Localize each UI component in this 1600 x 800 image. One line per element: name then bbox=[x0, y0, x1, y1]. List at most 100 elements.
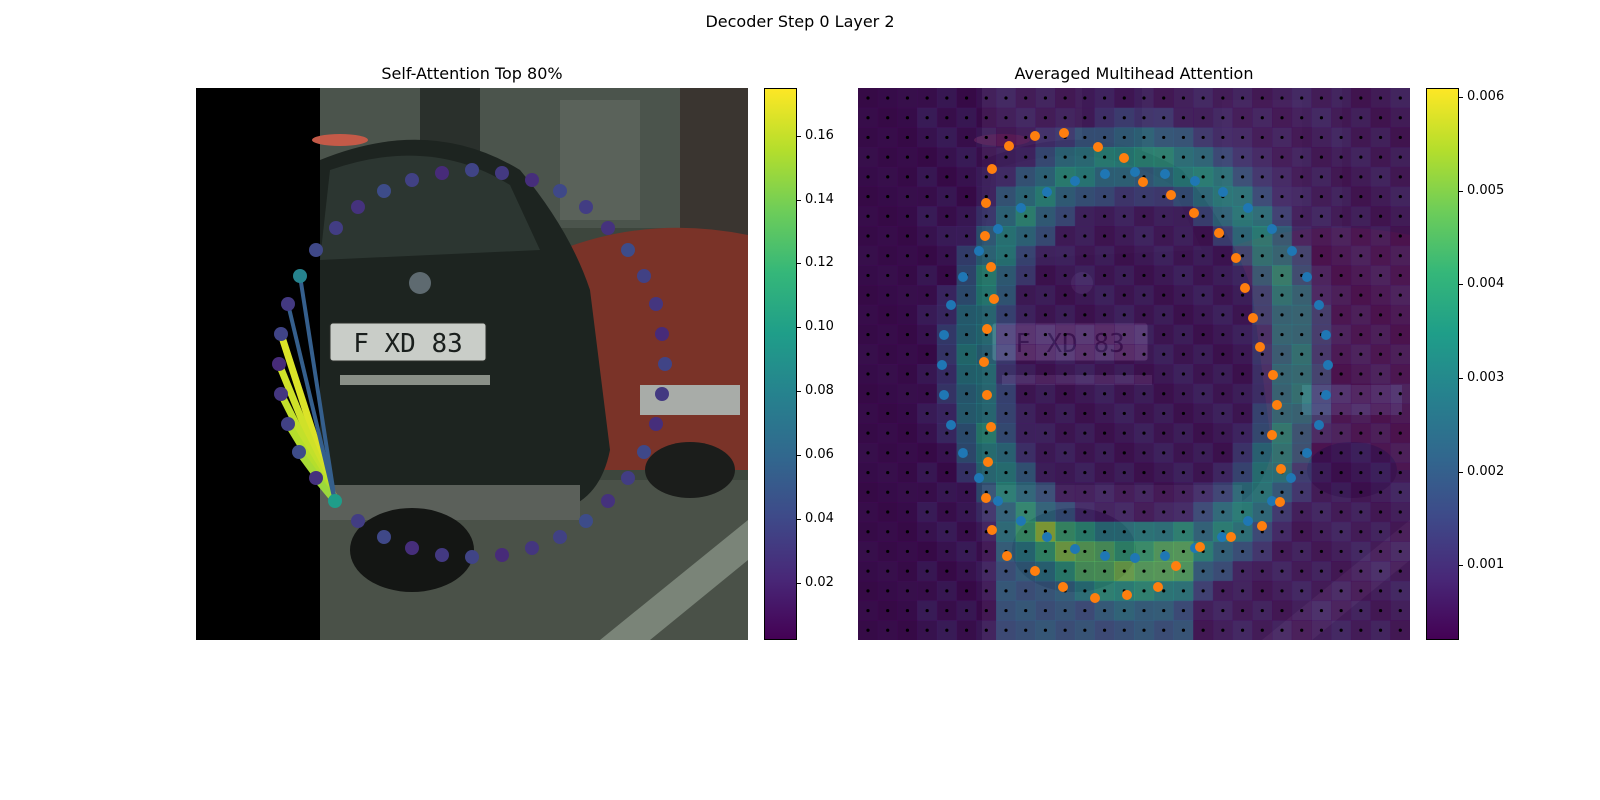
colorbar-tick-label: 0.002 bbox=[1467, 463, 1505, 479]
grid-dot bbox=[1122, 214, 1126, 218]
grid-dot bbox=[1024, 549, 1028, 554]
grid-dot bbox=[1142, 431, 1146, 435]
grid-dot bbox=[1359, 431, 1363, 435]
grid-dot bbox=[886, 608, 890, 613]
grid-dot bbox=[1024, 392, 1028, 396]
grid-dot bbox=[1102, 234, 1107, 238]
grid-dot bbox=[1260, 470, 1264, 475]
grid-dot bbox=[925, 549, 929, 554]
grid-dot bbox=[1221, 608, 1225, 613]
averaged-attention-svg: F XD 83 bbox=[858, 88, 1410, 640]
grid-dot bbox=[1162, 194, 1166, 199]
colorbar-tick-label: 0.16 bbox=[805, 127, 834, 143]
grid-dot bbox=[1378, 352, 1383, 356]
ring-point bbox=[351, 200, 365, 214]
grid-dot bbox=[1240, 254, 1245, 258]
grid-dot bbox=[1162, 569, 1166, 573]
grid-dot bbox=[1359, 530, 1363, 534]
grid-dot bbox=[1398, 254, 1402, 258]
grid-dot bbox=[1280, 411, 1284, 416]
grid-dot bbox=[1083, 372, 1087, 376]
grid-dot bbox=[1063, 313, 1067, 317]
orange-point bbox=[981, 493, 991, 503]
grid-dot bbox=[1122, 392, 1126, 396]
grid-dot bbox=[866, 490, 870, 494]
grid-dot bbox=[1162, 254, 1166, 258]
grid-dot bbox=[866, 530, 870, 534]
grid-dot bbox=[866, 628, 870, 632]
orange-point bbox=[982, 324, 992, 334]
orange-point bbox=[1268, 370, 1278, 380]
ring-point bbox=[658, 357, 672, 371]
grid-dot bbox=[1083, 135, 1087, 140]
grid-dot bbox=[1142, 332, 1146, 337]
colorbar-tick-label: 0.001 bbox=[1467, 557, 1505, 573]
blue-point bbox=[939, 390, 949, 400]
grid-dot bbox=[1004, 332, 1008, 337]
grid-dot bbox=[1024, 155, 1028, 159]
grid-dot bbox=[925, 490, 929, 494]
grid-dot bbox=[1122, 194, 1126, 199]
grid-dot bbox=[1319, 175, 1324, 179]
grid-dot bbox=[1359, 569, 1363, 573]
grid-dot bbox=[1083, 96, 1087, 100]
grid-dot bbox=[1043, 608, 1048, 613]
grid-dot bbox=[1339, 628, 1343, 632]
grid-dot bbox=[886, 372, 890, 376]
grid-dot bbox=[945, 372, 949, 376]
grid-dot bbox=[945, 628, 949, 632]
grid-dot bbox=[925, 470, 929, 475]
grid-dot bbox=[1063, 569, 1067, 573]
grid-dot bbox=[1063, 214, 1067, 218]
ring-point bbox=[274, 327, 288, 341]
blue-point bbox=[939, 330, 949, 340]
blue-point bbox=[1267, 224, 1277, 234]
grid-dot bbox=[1083, 431, 1087, 435]
colorbar-tick-label: 0.10 bbox=[805, 319, 834, 335]
grid-dot bbox=[1300, 470, 1304, 475]
grid-dot bbox=[1181, 96, 1186, 100]
grid-dot bbox=[1280, 451, 1284, 455]
grid-dot bbox=[1181, 608, 1186, 613]
grid-dot bbox=[984, 352, 988, 356]
grid-dot bbox=[1221, 116, 1225, 120]
ring-point bbox=[465, 550, 479, 564]
left-panel-title: Self-Attention Top 80% bbox=[381, 64, 563, 83]
grid-dot bbox=[1339, 332, 1343, 337]
grid-dot bbox=[1359, 470, 1363, 475]
grid-dot bbox=[1004, 254, 1008, 258]
grid-dot bbox=[1280, 155, 1284, 159]
grid-dot bbox=[1043, 234, 1048, 238]
grid-dot bbox=[1004, 194, 1008, 199]
orange-point bbox=[1255, 342, 1265, 352]
grid-dot bbox=[964, 411, 969, 416]
grid-dot bbox=[1142, 313, 1146, 317]
grid-dot bbox=[1319, 411, 1324, 416]
grid-dot bbox=[1398, 175, 1402, 179]
orange-point bbox=[1276, 464, 1286, 474]
grid-dot bbox=[905, 608, 910, 613]
grid-dot bbox=[866, 352, 870, 356]
red-car-plate bbox=[640, 385, 740, 415]
grid-dot bbox=[1102, 313, 1107, 317]
grid-dot bbox=[1339, 490, 1343, 494]
grid-dot bbox=[905, 332, 910, 337]
grid-dot bbox=[905, 254, 910, 258]
grid-dot bbox=[1004, 392, 1008, 396]
grid-dot bbox=[964, 293, 969, 297]
grid-dot bbox=[1024, 431, 1028, 435]
grid-dot bbox=[945, 470, 949, 475]
grid-dot bbox=[964, 608, 969, 613]
grid-dot bbox=[1280, 175, 1284, 179]
ring-point bbox=[579, 514, 593, 528]
grid-dot bbox=[1162, 628, 1166, 632]
grid-dot bbox=[1240, 372, 1245, 376]
grid-dot bbox=[1378, 530, 1383, 534]
grid-dot bbox=[1063, 96, 1067, 100]
bmw-chrome-strip bbox=[340, 375, 490, 385]
grid-dot bbox=[1004, 273, 1008, 278]
grid-dot bbox=[925, 628, 929, 632]
grid-dot bbox=[1280, 549, 1284, 554]
grid-dot bbox=[1043, 470, 1048, 475]
grid-dot bbox=[1024, 135, 1028, 140]
